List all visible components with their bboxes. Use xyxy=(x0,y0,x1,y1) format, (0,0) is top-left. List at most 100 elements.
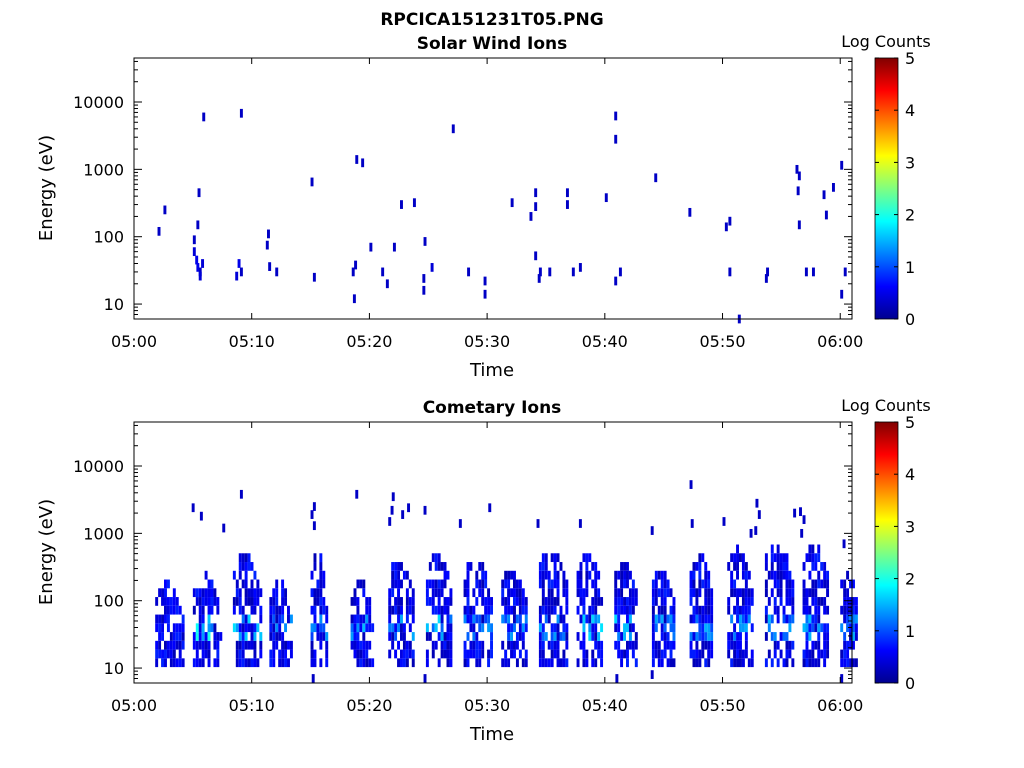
burst-cell xyxy=(201,623,205,633)
burst-cell xyxy=(576,570,580,580)
burst-cell xyxy=(692,632,696,641)
data-cell xyxy=(797,220,801,230)
burst-cell xyxy=(764,588,768,598)
burst-cell xyxy=(597,649,601,659)
burst-cell xyxy=(623,562,626,571)
burst-cell xyxy=(626,623,629,633)
burst-cell xyxy=(776,570,780,580)
burst-cell xyxy=(779,579,783,589)
data-cell xyxy=(797,171,801,181)
burst-cell xyxy=(446,614,450,624)
burst-cell xyxy=(195,640,199,650)
burst-cell xyxy=(591,605,595,615)
burst-cell xyxy=(562,623,566,633)
burst-cell xyxy=(446,640,450,650)
burst-cell xyxy=(490,640,493,650)
burst-cell xyxy=(823,640,827,650)
burst-cell xyxy=(654,588,658,598)
burst-cell xyxy=(466,658,470,668)
burst-cell xyxy=(736,588,739,598)
burst-cell xyxy=(730,614,734,624)
burst-cell xyxy=(695,640,699,650)
burst-cell xyxy=(553,605,557,615)
burst-cell xyxy=(782,553,786,563)
burst-cell xyxy=(741,649,745,659)
burst-cell xyxy=(397,597,401,606)
burst-cell xyxy=(550,623,554,633)
burst-cell xyxy=(169,605,173,615)
burst-cell xyxy=(475,570,479,580)
burst-cell xyxy=(672,658,676,668)
data-cell xyxy=(423,505,427,515)
burst-cell xyxy=(814,562,818,571)
burst-cell xyxy=(443,640,447,650)
burst-cell xyxy=(521,640,525,650)
burst-cell xyxy=(814,579,818,589)
burst-cell xyxy=(484,570,488,580)
burst-cell xyxy=(710,632,714,641)
burst-cell xyxy=(507,588,511,598)
burst-cell xyxy=(654,623,658,633)
burst-cell xyxy=(155,614,159,624)
burst-cell xyxy=(767,570,771,580)
burst-cell xyxy=(449,632,453,641)
figure-title: RPCICA151231T05.PNG xyxy=(380,10,603,30)
burst-cell xyxy=(359,649,363,659)
burst-cell xyxy=(362,649,366,659)
burst-cell xyxy=(553,579,557,589)
x-tick-label: 05:40 xyxy=(582,332,628,351)
burst-cell xyxy=(272,597,276,606)
data-cell xyxy=(222,523,226,533)
burst-cell xyxy=(164,614,167,624)
burst-cell xyxy=(201,597,205,606)
burst-cell xyxy=(727,640,731,650)
burst-cell xyxy=(515,597,519,606)
data-cell xyxy=(534,188,538,198)
burst-cell xyxy=(805,597,809,606)
data-cell xyxy=(354,260,358,270)
burst-cell xyxy=(634,640,638,650)
burst-cell xyxy=(397,570,401,580)
burst-cell xyxy=(310,605,314,615)
burst-cell xyxy=(487,658,491,668)
burst-cell xyxy=(481,597,485,606)
burst-cell xyxy=(538,570,542,580)
burst-cell xyxy=(689,597,693,606)
burst-cell xyxy=(504,579,508,589)
data-cell xyxy=(412,198,416,208)
burst-cell xyxy=(198,658,202,668)
burst-cell xyxy=(319,623,323,633)
burst-cell xyxy=(666,658,670,668)
burst-cell xyxy=(210,623,214,633)
burst-cell xyxy=(782,632,786,641)
colorbar-tick-label: 4 xyxy=(905,101,915,120)
burst-cell xyxy=(849,614,852,624)
burst-cell xyxy=(817,640,821,650)
burst-cell xyxy=(631,579,635,589)
burst-cell xyxy=(241,623,245,633)
burst-cell xyxy=(739,632,742,641)
burst-cell xyxy=(669,640,673,650)
colorbar-tick-label: 2 xyxy=(905,570,915,589)
burst-cell xyxy=(238,570,242,580)
burst-cell xyxy=(319,614,323,624)
burst-cell xyxy=(513,570,516,580)
burst-cell xyxy=(250,632,254,641)
data-cell xyxy=(614,134,618,144)
burst-cell xyxy=(808,570,812,580)
burst-cell xyxy=(281,649,285,659)
burst-cell xyxy=(767,623,771,633)
burst-cell xyxy=(579,562,583,571)
burst-cell xyxy=(325,605,329,615)
data-cell xyxy=(578,263,582,272)
burst-cell xyxy=(440,614,444,624)
burst-cell xyxy=(776,579,780,589)
burst-cell xyxy=(770,570,774,580)
burst-cell xyxy=(776,562,780,571)
burst-cell xyxy=(628,605,632,615)
burst-cell xyxy=(484,579,488,589)
burst-cell xyxy=(698,553,702,563)
x-tick-label: 05:30 xyxy=(464,332,510,351)
data-cell xyxy=(615,674,619,683)
burst-cell xyxy=(178,649,182,659)
